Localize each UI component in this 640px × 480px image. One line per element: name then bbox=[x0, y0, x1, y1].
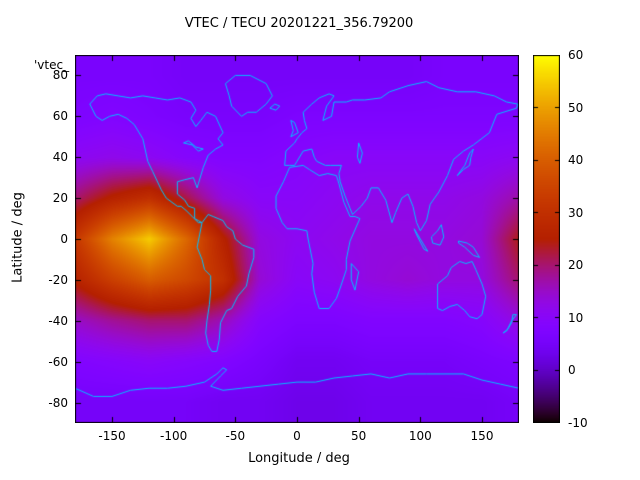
colorbar-tick-label: 0 bbox=[568, 363, 576, 378]
series-key-label: 'vtec_ bbox=[34, 58, 70, 72]
y-tick-label: 80 bbox=[52, 68, 68, 83]
heatmap-canvas bbox=[75, 55, 519, 423]
y-tick-label: 0 bbox=[60, 232, 68, 246]
y-tick-label: 40 bbox=[52, 150, 68, 165]
y-tick-label: 20 bbox=[52, 191, 68, 206]
x-tick-label: -150 bbox=[98, 429, 126, 443]
colorbar-tick-label: 60 bbox=[568, 48, 584, 62]
colorbar-tick-label: 50 bbox=[568, 100, 584, 115]
colorbar-canvas bbox=[533, 55, 560, 423]
colorbar-tick-label: 40 bbox=[568, 153, 584, 168]
y-tick-label: -40 bbox=[48, 313, 68, 328]
colorbar-tick-label: 10 bbox=[568, 310, 584, 325]
x-tick-label: 100 bbox=[408, 429, 432, 443]
chart-title: VTEC / TECU 20201221_356.79200 bbox=[184, 16, 414, 31]
x-axis-label: Longitude / deg bbox=[248, 451, 350, 466]
y-tick-label: -60 bbox=[48, 354, 68, 369]
colorbar-tick-label: 30 bbox=[568, 205, 584, 220]
x-tick-label: 0 bbox=[293, 429, 301, 443]
y-axis-label: Latitude / deg bbox=[10, 192, 26, 283]
y-tick-label: -80 bbox=[48, 395, 68, 410]
y-tick-label: -20 bbox=[48, 272, 68, 287]
colorbar-tick-label: 20 bbox=[568, 258, 584, 273]
x-tick-label: -50 bbox=[225, 429, 246, 443]
colorbar-tick-label: -10 bbox=[568, 416, 588, 430]
y-tick-label: 60 bbox=[52, 109, 68, 124]
x-tick-label: -100 bbox=[160, 429, 188, 443]
x-tick-label: 150 bbox=[470, 429, 494, 443]
x-tick-label: 50 bbox=[351, 429, 367, 443]
